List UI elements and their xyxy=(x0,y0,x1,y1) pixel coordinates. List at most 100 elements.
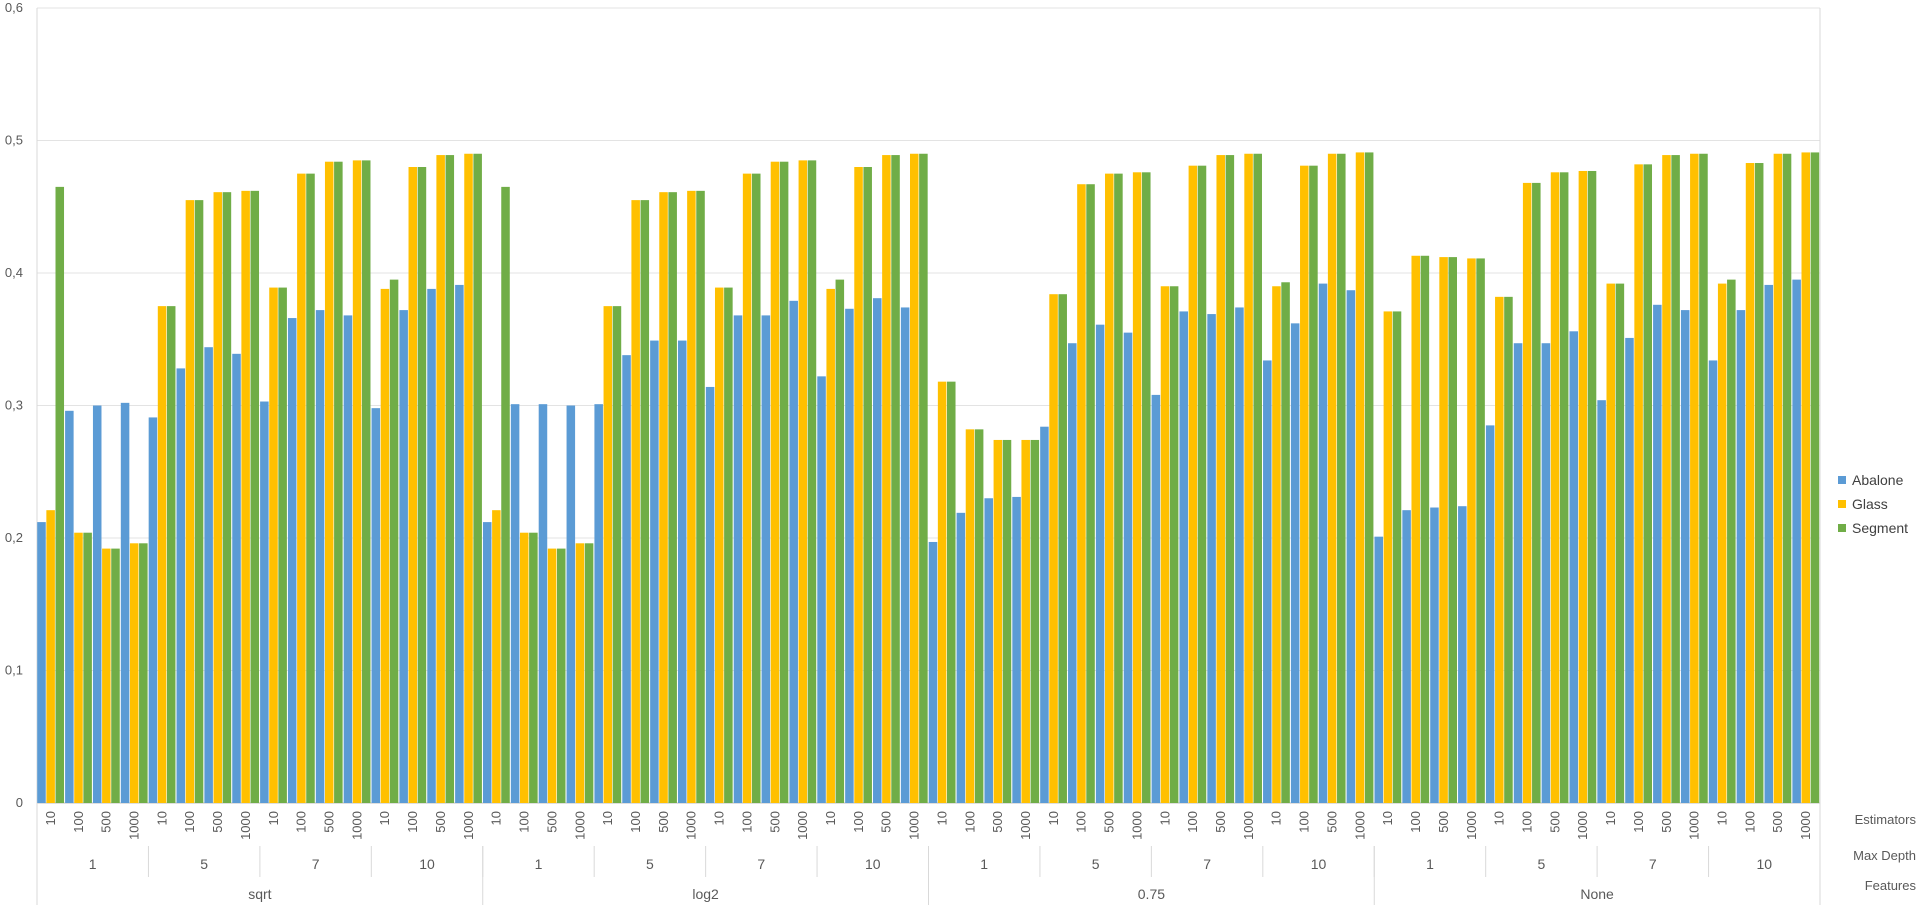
bar-segment xyxy=(1643,164,1653,804)
bar-abalone xyxy=(1402,510,1411,803)
bar-glass xyxy=(1439,257,1448,804)
bar-glass xyxy=(1272,286,1281,803)
x-tick-estimators: 10 xyxy=(712,811,727,825)
x-tick-max-depth: 1 xyxy=(89,856,97,872)
bar-segment xyxy=(1225,155,1235,803)
y-tick-label: 0,2 xyxy=(5,530,23,545)
legend-swatch xyxy=(1838,524,1846,532)
bar-glass xyxy=(1105,173,1114,804)
bar-abalone xyxy=(1792,279,1801,803)
bar-segment xyxy=(1504,296,1513,803)
bar-glass xyxy=(297,173,306,804)
x-tick-estimators: 100 xyxy=(1297,811,1312,833)
x-tick-estimators: 10 xyxy=(154,811,169,825)
bar-glass xyxy=(1578,170,1588,804)
bar-segment xyxy=(1727,279,1736,803)
bar-segment xyxy=(1615,283,1625,804)
bar-abalone xyxy=(1513,343,1523,803)
x-tick-estimators: 100 xyxy=(1520,811,1535,833)
bar-glass xyxy=(714,287,724,803)
bar-abalone xyxy=(705,386,715,803)
bar-glass xyxy=(213,192,223,804)
x-tick-estimators: 10 xyxy=(1046,811,1061,825)
x-tick-max-depth: 1 xyxy=(1426,856,1434,872)
x-tick-estimators: 1000 xyxy=(1798,811,1813,840)
bar-glass xyxy=(742,173,752,804)
bar-segment xyxy=(361,160,371,804)
bar-abalone xyxy=(1123,332,1133,804)
bar-glass xyxy=(1662,155,1671,803)
x-tick-estimators: 1000 xyxy=(795,811,810,840)
bar-glass xyxy=(1411,255,1420,803)
x-tick-estimators: 100 xyxy=(1185,811,1200,833)
bar-segment xyxy=(1114,173,1123,804)
bar-glass xyxy=(854,167,863,803)
x-tick-max-depth: 10 xyxy=(1757,856,1773,872)
bar-abalone xyxy=(1263,360,1272,803)
bar-segment xyxy=(139,543,148,803)
bar-abalone xyxy=(900,307,910,803)
x-tick-estimators: 10 xyxy=(1492,811,1507,825)
bar-glass xyxy=(157,306,167,804)
bar-abalone xyxy=(37,522,46,803)
bar-segment xyxy=(111,548,120,803)
bar-segment xyxy=(306,173,315,804)
bar-abalone xyxy=(1235,307,1244,803)
bars xyxy=(37,152,1820,804)
x-tick-max-depth: 5 xyxy=(200,856,208,872)
x-tick-estimators: 500 xyxy=(433,811,448,833)
x-tick-max-depth: 5 xyxy=(1538,856,1546,872)
bar-segment xyxy=(334,161,343,803)
bar-segment xyxy=(529,532,538,803)
x-tick-max-depth: 7 xyxy=(312,856,320,872)
x-tick-estimators: 10 xyxy=(1269,811,1284,825)
bar-glass xyxy=(1244,153,1253,803)
x-tick-estimators: 500 xyxy=(879,811,894,833)
bar-glass xyxy=(352,160,362,804)
bar-glass xyxy=(603,306,613,804)
bar-segment xyxy=(891,155,900,803)
bar-abalone xyxy=(677,340,687,803)
bar-segment xyxy=(835,279,845,803)
features-level-title: Features xyxy=(1865,878,1917,893)
x-tick-estimators: 1000 xyxy=(1129,811,1144,840)
bar-glass xyxy=(965,429,975,803)
x-tick-estimators: 10 xyxy=(266,811,281,825)
bar-segment xyxy=(1476,258,1485,803)
bar-glass xyxy=(408,167,418,803)
x-tick-estimators: 500 xyxy=(210,811,225,833)
y-tick-label: 0,1 xyxy=(5,663,23,678)
x-tick-estimators: 1000 xyxy=(238,811,253,840)
y-tick-label: 0,4 xyxy=(5,265,23,280)
bar-glass xyxy=(1550,172,1560,804)
bar-segment xyxy=(1587,170,1597,804)
x-tick-estimators: 100 xyxy=(182,811,197,833)
x-tick-estimators: 500 xyxy=(1102,811,1117,833)
x-tick-estimators: 100 xyxy=(517,811,532,833)
bar-segment xyxy=(1810,152,1820,804)
x-tick-estimators: 1000 xyxy=(684,811,699,840)
bar-abalone xyxy=(204,347,213,803)
x-tick-estimators: 500 xyxy=(1547,811,1562,833)
bar-abalone xyxy=(733,315,743,803)
bar-segment xyxy=(1169,286,1179,803)
x-tick-features: log2 xyxy=(692,886,719,902)
bar-abalone xyxy=(984,498,993,803)
legend: Abalone Glass Segment xyxy=(1838,468,1918,540)
bar-segment xyxy=(278,287,287,803)
x-tick-estimators: 100 xyxy=(962,811,977,833)
x-tick-max-depth: 10 xyxy=(1311,856,1327,872)
bar-segment xyxy=(1782,153,1792,803)
bar-glass xyxy=(1745,163,1755,803)
bar-abalone xyxy=(594,404,603,803)
bar-abalone xyxy=(1374,536,1384,803)
x-tick-estimators: 1000 xyxy=(1018,811,1033,840)
bar-abalone xyxy=(538,404,548,803)
x-tick-estimators: 100 xyxy=(851,811,866,833)
bar-abalone xyxy=(761,315,771,803)
x-tick-estimators: 500 xyxy=(99,811,114,833)
x-tick-estimators: 1000 xyxy=(349,811,364,840)
bar-abalone xyxy=(1625,337,1634,803)
x-tick-estimators: 500 xyxy=(1436,811,1451,833)
